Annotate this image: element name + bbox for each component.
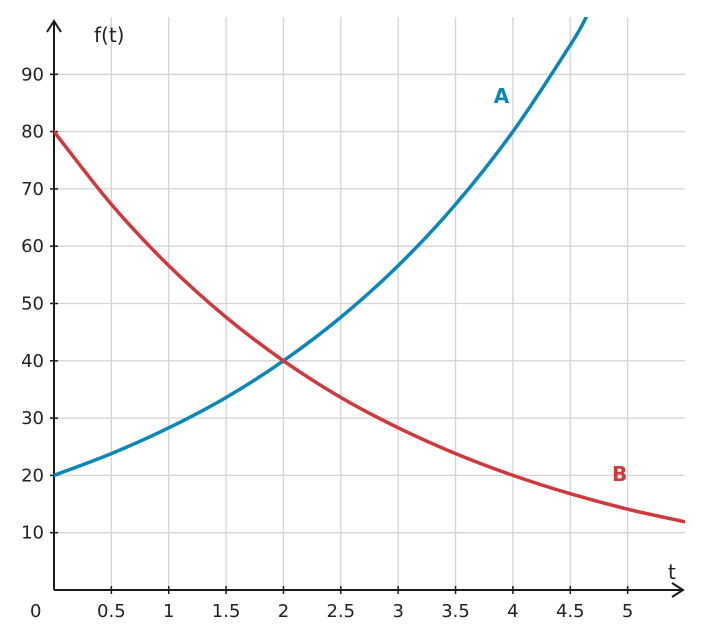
y-tick-label: 20 <box>21 465 44 486</box>
x-tick-label: 5 <box>622 601 633 622</box>
series-label-a: A <box>494 84 510 108</box>
x-tick-label: 4 <box>507 601 518 622</box>
x-tick-label: 4.5 <box>556 601 585 622</box>
y-tick-label: 40 <box>21 351 44 372</box>
y-tick-label: 10 <box>21 523 44 544</box>
labels: f(t) t 0 0.5 1 1.5 2 2.5 3 3.5 4 4.5 5 10 20 30 40 50 6… <box>21 23 676 622</box>
x-tick-label: 3 <box>392 601 403 622</box>
series-line-b <box>54 129 685 524</box>
x-tick-label: 2 <box>278 601 289 622</box>
series-label-b: B <box>612 462 627 486</box>
y-tick-label: 70 <box>21 179 44 200</box>
grid <box>54 17 685 590</box>
y-axis-arrow <box>46 19 62 33</box>
x-tick-label: 1 <box>163 601 174 622</box>
x-tick-label: 1.5 <box>212 601 241 622</box>
axes <box>46 19 685 598</box>
x-tick-label: 2.5 <box>326 601 355 622</box>
series <box>54 17 685 524</box>
y-tick-label: 90 <box>21 64 44 85</box>
x-tick-label: 3.5 <box>441 601 470 622</box>
y-tick-label: 50 <box>21 294 44 315</box>
x-axis-title: t <box>668 560 676 584</box>
series-line-a <box>54 17 589 478</box>
origin-label: 0 <box>30 601 41 622</box>
x-axis-arrow <box>671 582 685 598</box>
ticks <box>50 73 629 594</box>
y-tick-label: 30 <box>21 408 44 429</box>
x-tick-label: 0.5 <box>97 601 126 622</box>
y-tick-label: 60 <box>21 236 44 257</box>
y-tick-label: 80 <box>21 122 44 143</box>
y-axis-title: f(t) <box>94 23 125 47</box>
